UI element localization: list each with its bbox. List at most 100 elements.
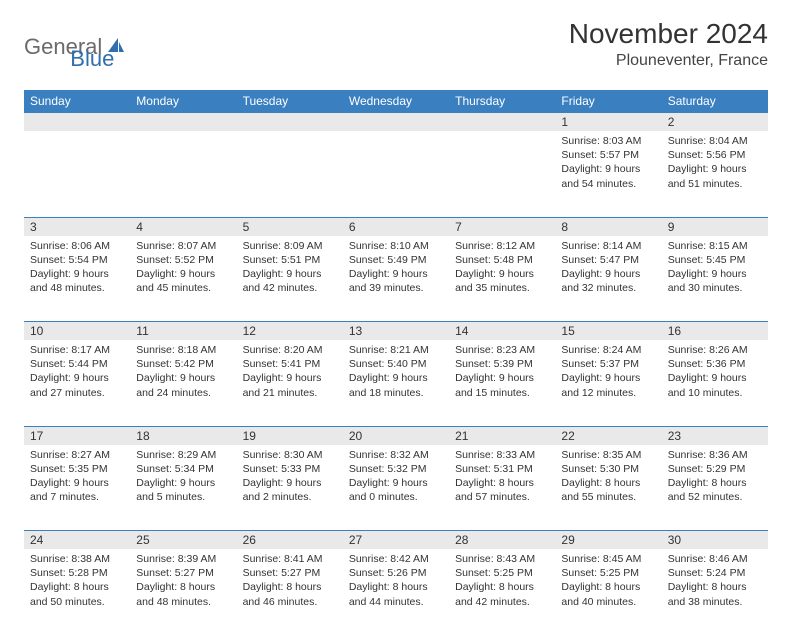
day-cell (24, 131, 130, 217)
day-cell: Sunrise: 8:35 AMSunset: 5:30 PMDaylight:… (555, 445, 661, 531)
daynum-cell: 2 (662, 113, 768, 132)
daylight-text-2: and 57 minutes. (455, 490, 549, 504)
sunrise-text: Sunrise: 8:33 AM (455, 448, 549, 462)
daylight-text-1: Daylight: 9 hours (243, 476, 337, 490)
day-number: 27 (343, 531, 449, 549)
day-number: 25 (130, 531, 236, 549)
day-cell (130, 131, 236, 217)
day-content: Sunrise: 8:32 AMSunset: 5:32 PMDaylight:… (343, 445, 449, 509)
daynum-cell: 1 (555, 113, 661, 132)
daylight-text-2: and 42 minutes. (243, 281, 337, 295)
daylight-text-2: and 27 minutes. (30, 386, 124, 400)
daylight-text-1: Daylight: 8 hours (668, 476, 762, 490)
logo-text-blue: Blue (70, 46, 114, 72)
day-number: 15 (555, 322, 661, 340)
daylight-text-1: Daylight: 8 hours (455, 580, 549, 594)
day-content: Sunrise: 8:39 AMSunset: 5:27 PMDaylight:… (130, 549, 236, 613)
daylight-text-1: Daylight: 9 hours (349, 371, 443, 385)
sunset-text: Sunset: 5:37 PM (561, 357, 655, 371)
sunrise-text: Sunrise: 8:17 AM (30, 343, 124, 357)
daylight-text-2: and 44 minutes. (349, 595, 443, 609)
day-number: 7 (449, 218, 555, 236)
daylight-text-2: and 45 minutes. (136, 281, 230, 295)
day-content: Sunrise: 8:15 AMSunset: 5:45 PMDaylight:… (662, 236, 768, 300)
day-cell (343, 131, 449, 217)
day-content: Sunrise: 8:23 AMSunset: 5:39 PMDaylight:… (449, 340, 555, 404)
sunset-text: Sunset: 5:36 PM (668, 357, 762, 371)
location-label: Plouneventer, France (569, 52, 768, 70)
daylight-text-2: and 12 minutes. (561, 386, 655, 400)
sunrise-text: Sunrise: 8:32 AM (349, 448, 443, 462)
day-cell: Sunrise: 8:14 AMSunset: 5:47 PMDaylight:… (555, 236, 661, 322)
day-number: 29 (555, 531, 661, 549)
day-number: 14 (449, 322, 555, 340)
sunrise-text: Sunrise: 8:12 AM (455, 239, 549, 253)
daylight-text-2: and 24 minutes. (136, 386, 230, 400)
sunrise-text: Sunrise: 8:27 AM (30, 448, 124, 462)
day-number: 18 (130, 427, 236, 445)
daynum-cell: 9 (662, 217, 768, 236)
sunrise-text: Sunrise: 8:39 AM (136, 552, 230, 566)
sunset-text: Sunset: 5:28 PM (30, 566, 124, 580)
daynum-cell: 24 (24, 531, 130, 550)
day-content: Sunrise: 8:45 AMSunset: 5:25 PMDaylight:… (555, 549, 661, 613)
day-cell: Sunrise: 8:04 AMSunset: 5:56 PMDaylight:… (662, 131, 768, 217)
daynum-row: 12 (24, 113, 768, 132)
day-content: Sunrise: 8:33 AMSunset: 5:31 PMDaylight:… (449, 445, 555, 509)
day-number: 11 (130, 322, 236, 340)
daylight-text-1: Daylight: 9 hours (30, 371, 124, 385)
daylight-text-2: and 0 minutes. (349, 490, 443, 504)
daylight-text-1: Daylight: 8 hours (243, 580, 337, 594)
sunset-text: Sunset: 5:32 PM (349, 462, 443, 476)
daynum-cell: 5 (237, 217, 343, 236)
daylight-text-2: and 5 minutes. (136, 490, 230, 504)
daylight-text-2: and 30 minutes. (668, 281, 762, 295)
day-number (343, 113, 449, 117)
day-cell: Sunrise: 8:39 AMSunset: 5:27 PMDaylight:… (130, 549, 236, 635)
day-number: 4 (130, 218, 236, 236)
day-content (130, 131, 236, 138)
daylight-text-2: and 2 minutes. (243, 490, 337, 504)
day-content: Sunrise: 8:42 AMSunset: 5:26 PMDaylight:… (343, 549, 449, 613)
sunset-text: Sunset: 5:31 PM (455, 462, 549, 476)
daylight-text-2: and 35 minutes. (455, 281, 549, 295)
day-content (343, 131, 449, 138)
daynum-cell: 19 (237, 426, 343, 445)
sunrise-text: Sunrise: 8:03 AM (561, 134, 655, 148)
day-cell: Sunrise: 8:41 AMSunset: 5:27 PMDaylight:… (237, 549, 343, 635)
day-number (24, 113, 130, 117)
daylight-text-1: Daylight: 8 hours (561, 476, 655, 490)
daylight-text-1: Daylight: 9 hours (455, 267, 549, 281)
day-number: 17 (24, 427, 130, 445)
day-cell: Sunrise: 8:30 AMSunset: 5:33 PMDaylight:… (237, 445, 343, 531)
day-cell (237, 131, 343, 217)
day-content: Sunrise: 8:04 AMSunset: 5:56 PMDaylight:… (662, 131, 768, 195)
sunset-text: Sunset: 5:45 PM (668, 253, 762, 267)
day-content: Sunrise: 8:36 AMSunset: 5:29 PMDaylight:… (662, 445, 768, 509)
daynum-cell: 26 (237, 531, 343, 550)
daynum-cell: 29 (555, 531, 661, 550)
day-number: 12 (237, 322, 343, 340)
daylight-text-2: and 40 minutes. (561, 595, 655, 609)
day-number: 13 (343, 322, 449, 340)
day-cell: Sunrise: 8:46 AMSunset: 5:24 PMDaylight:… (662, 549, 768, 635)
sunset-text: Sunset: 5:27 PM (243, 566, 337, 580)
day-content: Sunrise: 8:29 AMSunset: 5:34 PMDaylight:… (130, 445, 236, 509)
sunrise-text: Sunrise: 8:29 AM (136, 448, 230, 462)
daylight-text-1: Daylight: 9 hours (136, 476, 230, 490)
daynum-row: 17181920212223 (24, 426, 768, 445)
day-cell: Sunrise: 8:15 AMSunset: 5:45 PMDaylight:… (662, 236, 768, 322)
day-content: Sunrise: 8:18 AMSunset: 5:42 PMDaylight:… (130, 340, 236, 404)
daylight-text-1: Daylight: 9 hours (561, 371, 655, 385)
daylight-text-1: Daylight: 9 hours (668, 267, 762, 281)
day-content: Sunrise: 8:35 AMSunset: 5:30 PMDaylight:… (555, 445, 661, 509)
daynum-cell: 16 (662, 322, 768, 341)
weekday-header-row: Sunday Monday Tuesday Wednesday Thursday… (24, 90, 768, 113)
sunset-text: Sunset: 5:51 PM (243, 253, 337, 267)
daynum-cell: 20 (343, 426, 449, 445)
week-row: Sunrise: 8:06 AMSunset: 5:54 PMDaylight:… (24, 236, 768, 322)
day-content: Sunrise: 8:06 AMSunset: 5:54 PMDaylight:… (24, 236, 130, 300)
day-content: Sunrise: 8:30 AMSunset: 5:33 PMDaylight:… (237, 445, 343, 509)
sunset-text: Sunset: 5:48 PM (455, 253, 549, 267)
daynum-row: 3456789 (24, 217, 768, 236)
